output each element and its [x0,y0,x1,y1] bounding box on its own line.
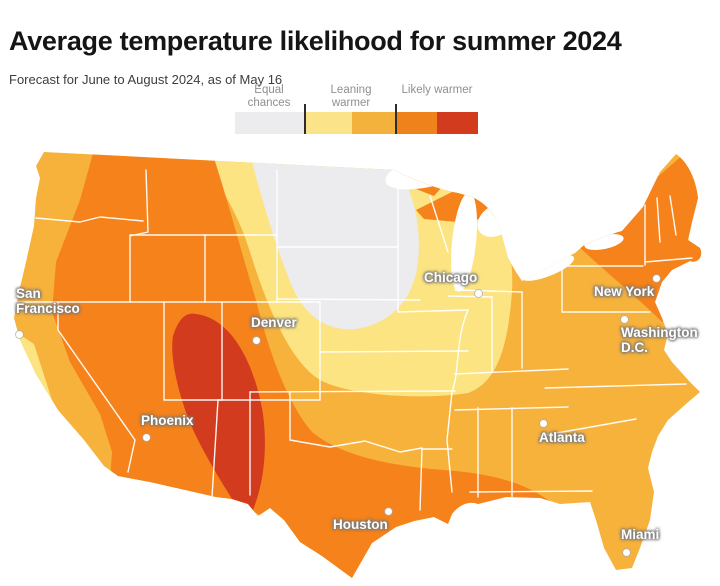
city-marker-atlanta [539,419,547,427]
city-label-atlanta: Atlanta [539,430,585,445]
state-borders [14,169,693,511]
city-marker-chicago [474,289,482,297]
city-label-houston: Houston [333,517,388,532]
legend-swatch-equal-chances [235,112,305,134]
city-label-denver: Denver [251,315,297,330]
city-marker-houston [384,507,392,515]
legend: Equal chances Leaning warmer Likely warm… [235,84,478,134]
city-label-new-york: New York [594,284,655,299]
city-label-washington-d-c: Washington D.C. [621,325,698,356]
region-likely-warmer-core [172,313,265,522]
city-marker-san-francisco [15,330,23,338]
region-likely-warmer-west [52,152,552,578]
page-subtitle: Forecast for June to August 2024, as of … [9,72,283,87]
legend-label-leaning-warmer: Leaning warmer [330,84,372,110]
legend-label-likely-warmer: Likely warmer [401,84,473,96]
legend-swatch-likely-warmer [437,112,478,134]
region-equal-chances [252,157,419,330]
city-marker-miami [622,548,630,556]
city-label-chicago: Chicago [424,270,478,285]
city-marker-denver [252,336,260,344]
city-label-miami: Miami [621,527,660,542]
city-marker-new-york [652,274,660,282]
city-label-san-francisco: San Francisco [16,286,80,317]
city-label-phoenix: Phoenix [141,413,194,428]
lake-erie [521,255,575,281]
legend-color-bar [235,112,478,134]
city-marker-phoenix [142,433,150,441]
city-marker-washington-d-c [620,315,628,323]
page-title: Average temperature likelihood for summe… [9,26,622,57]
legend-tick [395,104,397,134]
legend-label-equal-chances: Equal chances [247,84,291,110]
lake-michigan [450,192,478,292]
legend-swatch-leaning-warmer [352,112,396,134]
legend-swatch-leaning-warmer [305,112,352,134]
legend-swatch-likely-warmer [396,112,437,134]
legend-tick [304,104,306,134]
